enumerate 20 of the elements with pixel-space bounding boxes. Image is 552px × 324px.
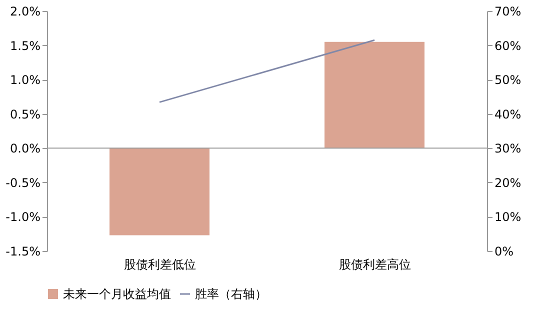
y2-tick-label: 30% [494, 142, 522, 156]
y2-tick-label: 20% [494, 176, 522, 190]
y-tick-label: 1.0% [10, 73, 40, 88]
y-tick-label: -1.0% [6, 210, 40, 224]
y-tick-label: -0.5% [6, 176, 40, 190]
y-tick-label: -1.5% [6, 244, 40, 258]
y-tick-label: 2.0% [10, 4, 40, 18]
y-tick-label: 1.5% [10, 38, 40, 53]
x-tick-label: 股债利差低位 [124, 258, 196, 272]
x-tick-label: 股债利差高位 [339, 258, 411, 272]
y2-tick-label: 50% [494, 73, 522, 88]
y2-tick-label: 60% [494, 38, 522, 53]
y2-tick-label: 70% [494, 4, 522, 18]
y2-tick-label: 10% [494, 210, 522, 224]
y2-tick-label: 40% [494, 107, 522, 122]
y-tick-label: 0.5% [10, 107, 40, 122]
legend-label: 胜率（右轴） [195, 287, 267, 301]
legend-label: 未来一个月收益均值 [63, 287, 171, 301]
y-tick-label: 0.0% [10, 142, 40, 156]
y2-tick-label: 0% [494, 244, 514, 258]
